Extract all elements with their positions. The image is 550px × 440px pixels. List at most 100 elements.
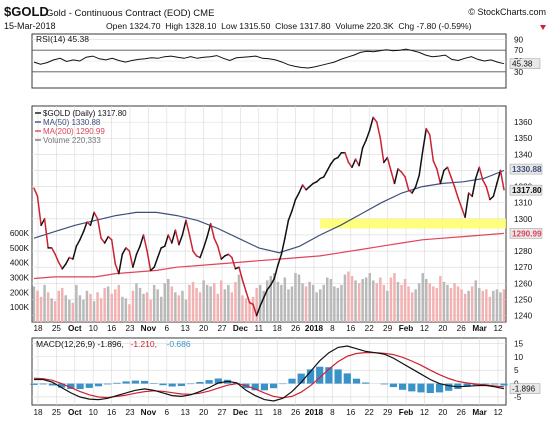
price-segment [72,245,78,260]
x-tick-label: 8 [330,324,335,333]
price-segment [460,206,466,218]
volume-bar [191,281,195,322]
price-segment [121,247,127,256]
price-segment [43,218,49,249]
volume-bar [311,284,315,322]
price-legend-item: Volume 220,333 [43,136,101,145]
macd-tick-label: 15 [514,339,524,348]
volume-tick-label: 600K [10,229,30,238]
x-tick-label: 23 [125,324,135,333]
volume-tick-label: 500K [10,244,30,253]
price-segment [79,230,85,241]
price-segment [397,168,403,173]
macd-histogram-bar [196,382,204,384]
volume-bar [71,302,75,322]
volume-bar [297,274,301,322]
x-tick-label: 11 [255,324,264,333]
price-segment [305,185,311,191]
x-tick-label: 26 [291,408,301,417]
x-tick-label: 18 [273,324,283,333]
volume-bar [400,284,403,322]
x-tick-label: 22 [365,324,375,333]
macd-histogram-bar [306,369,315,384]
price-segment [273,264,279,280]
x-tick-label: 20 [199,408,209,417]
price-segment [485,185,491,201]
price-segment [213,237,219,247]
volume-bar [99,298,103,323]
price-tick-label: 1270 [514,263,533,272]
volume-bar [287,289,290,322]
price-segment [354,158,360,167]
volume-bar [131,290,135,322]
volume-bar [46,292,50,322]
price-segment [135,245,141,256]
volume-bar [213,283,216,322]
macd-histogram-bar [334,369,342,384]
macd-histogram-bar [288,378,296,384]
price-segment [188,234,194,252]
volume-tick-label: 400K [10,259,30,268]
macd-tick-label: -5 [514,393,522,402]
macd-histogram-bar [316,366,324,384]
macd-histogram-bar [58,383,66,388]
volume-bar [216,293,219,322]
volume-bar [57,290,60,322]
volume-bar [474,280,477,322]
volume-bar [442,281,446,322]
price-segment [344,151,350,164]
price-segment [65,256,71,265]
macd-histogram-bar [104,383,112,385]
price-segment [128,250,134,268]
macd-legend-item: MACD(12,26,9) -1.896, [36,339,124,349]
x-tick-label: 2018 [305,408,324,417]
volume-bar [227,284,230,322]
macd-histogram-bar [445,383,453,391]
price-segment [57,261,64,270]
macd-value-badge [509,383,541,394]
macd-histogram-bar [343,373,351,384]
price-segment [185,219,191,236]
volume-bar [449,287,453,322]
price-segment [220,255,226,260]
price-segment [227,253,233,259]
volume-bar [368,273,371,322]
volume-bar [188,284,191,322]
price-segment [386,156,392,172]
price-segment [181,219,187,236]
volume-bar [177,295,181,322]
volume-bar [495,289,499,322]
price-segment [171,229,177,244]
price-segment [132,253,138,268]
macd-histogram-bar [399,383,407,390]
ma50-line [33,169,505,254]
volume-bar [425,279,428,322]
price-segment [61,263,67,270]
volume-bar [428,283,431,322]
volume-bar [336,287,340,322]
x-tick-label: Feb [399,408,414,417]
volume-bar [106,286,110,322]
volume-bar [195,287,198,322]
x-tick-label: Dec [233,408,248,417]
price-segment [89,211,95,227]
x-tick-label: Mar [472,324,487,333]
volume-bar [340,284,343,322]
price-tick-label: 1260 [514,279,533,288]
volume-bar [372,280,375,322]
price-segment [496,169,502,185]
x-tick-label: 12 [420,324,430,333]
price-segment [471,177,477,198]
volume-bar [319,289,322,322]
macd-histogram-bar [251,383,259,391]
price-segment [82,221,88,233]
macd-histogram-bar [67,383,75,389]
volume-bar [481,290,484,322]
volume-bar [149,299,152,322]
macd-histogram-bar [113,382,121,384]
volume-bar [163,283,166,322]
rsi-value-label: 45.38 [512,60,533,69]
volume-bar [234,281,237,322]
price-tick-label: 1350 [514,134,533,143]
macd-histogram-bar [297,373,305,384]
